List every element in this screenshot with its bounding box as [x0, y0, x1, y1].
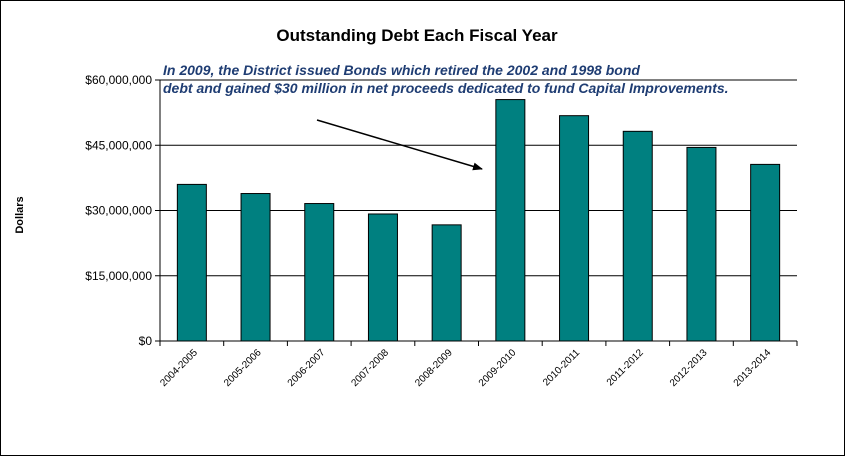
bar-2010-2011 [559, 115, 590, 342]
y-tick-label: $15,000,000 [85, 269, 152, 283]
x-tick-label: 2006-2007 [286, 347, 328, 389]
bar-2013-2014 [750, 163, 781, 342]
bar-2006-2007 [304, 203, 335, 342]
x-tick-label: 2011-2012 [605, 347, 646, 388]
x-tick-labels: 2004-2005 2005-2006 2006-2007 2007-2008 2008… [158, 347, 773, 389]
bar-2012-2013 [686, 146, 717, 342]
axes [155, 79, 798, 346]
x-tick-label: 2004-2005 [158, 347, 200, 389]
annotation-arrow [316, 119, 483, 171]
y-tick-label: $60,000,000 [85, 73, 152, 87]
x-tick-label: 2010-2011 [541, 347, 582, 388]
x-tick-label: 2012-2013 [668, 347, 710, 389]
y-tick-labels: $0 $15,000,000 $30,000,000 $45,000,000 $60,0… [85, 73, 152, 348]
annotation-line-1: In 2009, the District issued Bonds which… [163, 62, 640, 78]
x-tick-label: 2005-2006 [222, 347, 264, 389]
bar-2011-2012 [622, 130, 653, 342]
annotation-line-2: debt and gained $30 million in net proce… [163, 80, 729, 96]
bar-2004-2005 [176, 183, 207, 342]
bar-2007-2008 [367, 213, 398, 342]
y-tick-label: $45,000,000 [85, 138, 152, 152]
x-tick-label: 2007-2008 [349, 347, 391, 389]
bar-2005-2006 [240, 193, 271, 342]
y-tick-label: $0 [139, 334, 153, 348]
bar-2008-2009 [431, 224, 462, 342]
x-tick-label: 2013-2014 [732, 347, 774, 389]
bars [176, 99, 781, 342]
x-tick-label: 2008-2009 [413, 347, 455, 389]
x-tick-label: 2009-2010 [477, 347, 519, 389]
y-tick-label: $30,000,000 [85, 204, 152, 218]
bar-2009-2010 [495, 99, 526, 342]
chart-title: Outstanding Debt Each Fiscal Year [276, 26, 558, 45]
y-axis-label: Dollars [14, 196, 26, 233]
